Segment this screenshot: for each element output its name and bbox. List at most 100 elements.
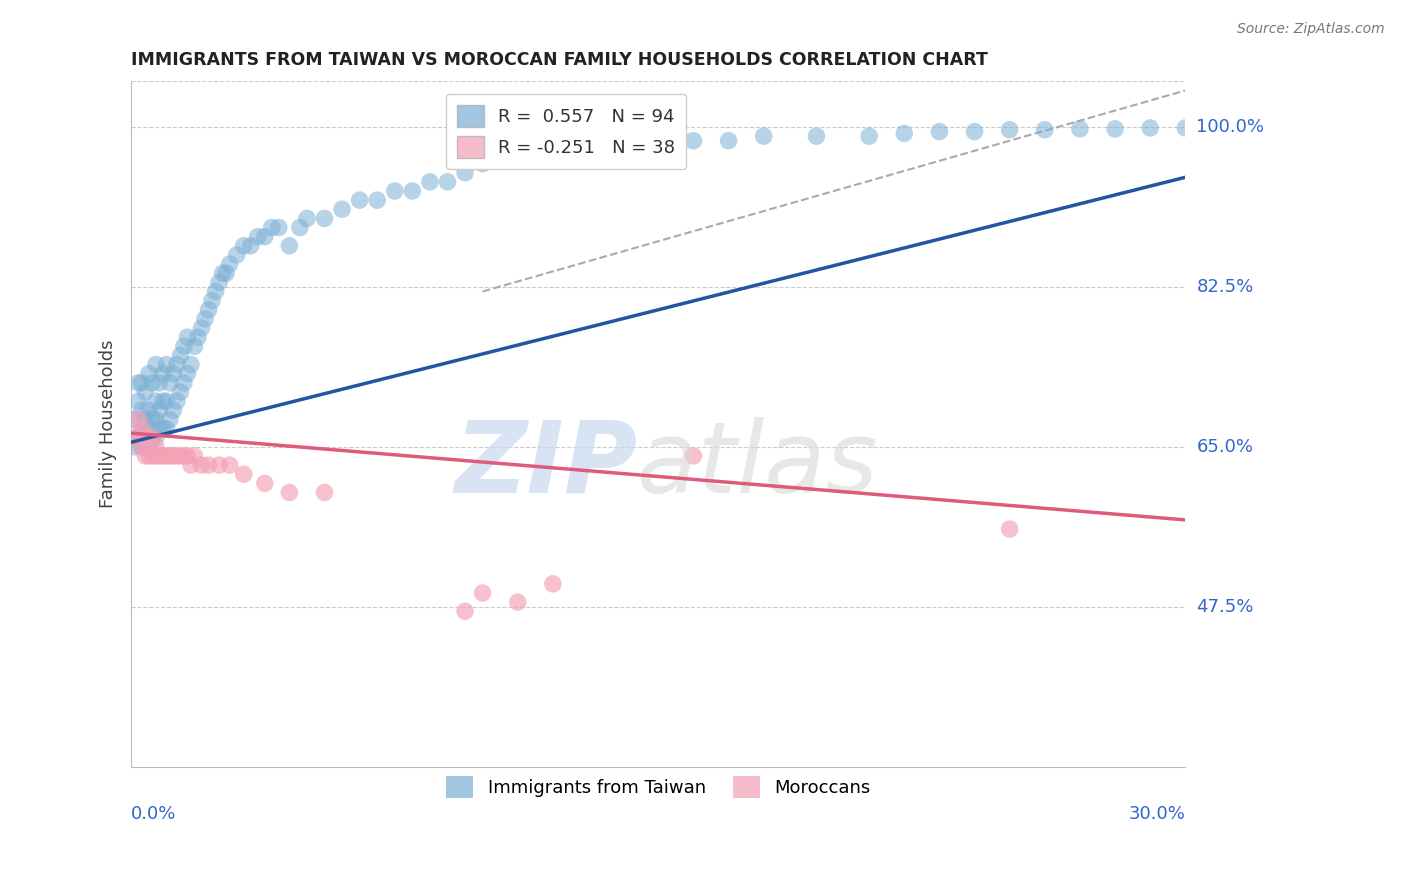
Point [682, 134, 704, 148]
Point [131, 403, 153, 417]
Point [127, 412, 149, 426]
Point [752, 129, 775, 144]
Point [201, 293, 224, 308]
Point [204, 285, 226, 299]
Point [124, 431, 146, 445]
Point [176, 330, 198, 344]
Point [717, 134, 740, 148]
Point [893, 127, 915, 141]
Point [541, 577, 564, 591]
Point [166, 449, 188, 463]
Point [506, 147, 529, 161]
Point [928, 125, 950, 139]
Point [436, 175, 458, 189]
Point [180, 358, 202, 372]
Point [267, 220, 290, 235]
Point [145, 431, 167, 445]
Text: 65.0%: 65.0% [1197, 438, 1254, 456]
Point [225, 248, 247, 262]
Point [506, 595, 529, 609]
Point [169, 348, 191, 362]
Legend: Immigrants from Taiwan, Moroccans: Immigrants from Taiwan, Moroccans [439, 769, 877, 805]
Point [141, 431, 163, 445]
Point [145, 412, 167, 426]
Point [190, 321, 212, 335]
Point [148, 449, 170, 463]
Point [145, 394, 167, 409]
Point [131, 440, 153, 454]
Point [366, 193, 388, 207]
Point [1104, 121, 1126, 136]
Point [141, 431, 163, 445]
Point [138, 421, 160, 435]
Point [998, 122, 1021, 136]
Point [647, 138, 669, 153]
Point [155, 358, 177, 372]
Point [858, 129, 880, 144]
Point [197, 458, 219, 472]
Point [471, 586, 494, 600]
Point [169, 449, 191, 463]
Point [138, 403, 160, 417]
Point [1139, 120, 1161, 135]
Text: Source: ZipAtlas.com: Source: ZipAtlas.com [1237, 22, 1385, 37]
Point [173, 449, 195, 463]
Point [1033, 122, 1056, 136]
Point [159, 376, 181, 390]
Point [166, 358, 188, 372]
Point [131, 421, 153, 435]
Point [401, 184, 423, 198]
Point [138, 449, 160, 463]
Text: IMMIGRANTS FROM TAIWAN VS MOROCCAN FAMILY HOUSEHOLDS CORRELATION CHART: IMMIGRANTS FROM TAIWAN VS MOROCCAN FAMIL… [131, 51, 988, 69]
Point [314, 211, 336, 226]
Point [330, 202, 353, 217]
Point [152, 367, 174, 381]
Point [349, 193, 371, 207]
Point [208, 458, 231, 472]
Point [138, 367, 160, 381]
Text: 30.0%: 30.0% [1129, 805, 1185, 823]
Point [162, 367, 184, 381]
Text: 0.0%: 0.0% [131, 805, 177, 823]
Point [145, 449, 167, 463]
Point [131, 440, 153, 454]
Point [134, 449, 156, 463]
Text: 47.5%: 47.5% [1197, 598, 1254, 615]
Point [127, 431, 149, 445]
Point [288, 220, 311, 235]
Point [152, 449, 174, 463]
Point [218, 257, 240, 271]
Point [159, 449, 181, 463]
Point [576, 138, 599, 153]
Text: ZIP: ZIP [454, 417, 637, 514]
Point [806, 129, 828, 144]
Point [152, 421, 174, 435]
Point [682, 449, 704, 463]
Point [134, 431, 156, 445]
Point [166, 394, 188, 409]
Point [253, 476, 276, 491]
Point [124, 440, 146, 454]
Point [260, 220, 283, 235]
Point [190, 458, 212, 472]
Point [218, 458, 240, 472]
Point [173, 339, 195, 353]
Point [197, 302, 219, 317]
Point [183, 339, 205, 353]
Point [141, 449, 163, 463]
Point [232, 467, 254, 482]
Point [145, 440, 167, 454]
Point [963, 125, 986, 139]
Point [131, 421, 153, 435]
Point [134, 384, 156, 399]
Text: atlas: atlas [637, 417, 879, 514]
Point [155, 421, 177, 435]
Point [145, 358, 167, 372]
Point [253, 229, 276, 244]
Point [162, 403, 184, 417]
Point [187, 330, 209, 344]
Point [162, 449, 184, 463]
Point [239, 239, 262, 253]
Point [127, 394, 149, 409]
Point [152, 394, 174, 409]
